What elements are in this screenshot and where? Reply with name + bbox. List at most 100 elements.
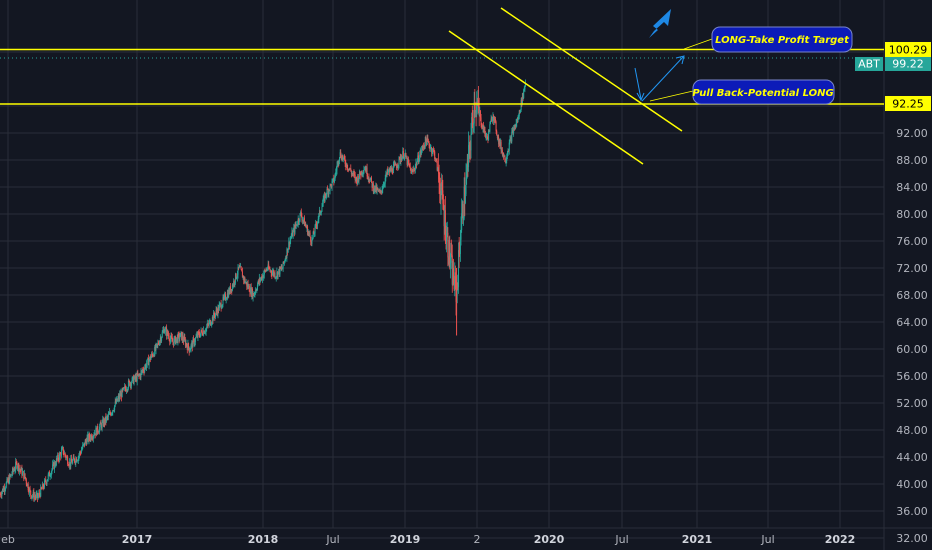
candle-body <box>44 480 46 481</box>
candle-body <box>251 288 253 296</box>
channel-lower-line[interactable] <box>448 30 644 165</box>
candle-body <box>250 287 252 294</box>
candle-body <box>169 338 171 342</box>
candle-body <box>355 177 357 180</box>
candle-body <box>432 149 434 151</box>
level-label-lower-text: 92.25 <box>892 98 924 111</box>
take-profit-callout[interactable]: LONG-Take Profit Target <box>711 26 853 53</box>
candle-body <box>508 142 510 152</box>
candle-body <box>465 177 467 194</box>
candle-body <box>250 287 252 296</box>
candle-body <box>35 494 37 498</box>
candle-body <box>26 483 28 487</box>
candle-body <box>496 131 498 135</box>
candle-body <box>73 456 75 459</box>
candle-body <box>420 150 422 154</box>
candle-body <box>183 337 185 342</box>
candle-body <box>339 157 341 161</box>
candle-body <box>228 289 230 294</box>
candle-body <box>32 495 34 497</box>
candle-body <box>283 261 285 264</box>
candle-body <box>481 125 483 128</box>
candle-body <box>129 381 131 386</box>
candle-body <box>430 147 432 149</box>
candle-body <box>235 273 237 279</box>
candle-body <box>457 286 459 288</box>
candle-body <box>495 121 497 132</box>
symbol-price: 99.22 <box>892 58 924 71</box>
candle-body <box>298 220 300 222</box>
candle-body <box>315 223 317 225</box>
candle-body <box>220 303 222 309</box>
candle-body <box>416 162 418 165</box>
candle-body <box>277 271 279 277</box>
candle-body <box>407 159 409 165</box>
candle-body <box>370 177 372 182</box>
candle-body <box>190 344 192 349</box>
candle-body <box>218 306 220 311</box>
candle-body <box>486 135 488 139</box>
candle-body <box>427 137 429 141</box>
candle-body <box>241 271 243 278</box>
candle-body <box>162 330 164 333</box>
candle-body <box>382 188 384 190</box>
candle-body <box>346 163 348 169</box>
candle-body <box>76 460 78 462</box>
candle-body <box>276 271 278 277</box>
candle-body <box>482 125 484 129</box>
candle-body <box>291 231 293 237</box>
candle-body <box>174 336 176 344</box>
candle-body <box>424 137 426 147</box>
candle-body <box>492 115 494 119</box>
candle-body <box>317 221 319 226</box>
candle-body <box>48 471 50 477</box>
candle-body <box>256 285 258 290</box>
candle-body <box>472 118 474 125</box>
time-axis[interactable]: eb 2017 2018 Jul 2019 2 2020 Jul 2021 Jul 2022 <box>1 533 855 546</box>
callout-connector-bottom <box>649 90 694 102</box>
candle-body <box>498 136 500 145</box>
candle-body <box>362 172 364 174</box>
candle-body <box>225 294 227 300</box>
candle-body <box>63 453 65 455</box>
candle-body <box>510 137 512 142</box>
candle-body <box>394 163 396 165</box>
candle-body <box>204 331 206 333</box>
candle-body <box>320 212 322 214</box>
candle-body <box>246 283 248 287</box>
candle-body <box>370 177 372 180</box>
candle-body <box>312 237 314 239</box>
candle-body <box>124 386 126 389</box>
candle-body <box>504 155 506 162</box>
candle-body <box>292 230 294 237</box>
candle-body <box>458 250 460 254</box>
candle-body <box>38 492 40 496</box>
candle-body <box>185 343 187 346</box>
candle-body <box>37 493 39 499</box>
candle-body <box>426 137 428 145</box>
candle-body <box>48 471 50 475</box>
candle-body <box>476 104 478 113</box>
channel-upper-line[interactable] <box>500 7 683 132</box>
candle-body <box>442 190 444 204</box>
candle-body <box>452 267 454 285</box>
candle-body <box>297 224 299 226</box>
candle-body <box>372 183 374 192</box>
candle-body <box>177 333 179 343</box>
candle-body <box>219 303 221 306</box>
candle-body <box>404 154 406 158</box>
candle-body <box>500 142 502 151</box>
candle-body <box>379 190 381 192</box>
candle-body <box>139 374 141 378</box>
candle-body <box>498 139 500 145</box>
candle-body <box>427 140 429 142</box>
candle-body <box>54 462 56 466</box>
candle-body <box>267 264 269 270</box>
candle-body <box>429 147 431 149</box>
candle-body <box>115 401 117 404</box>
pull-back-callout[interactable]: Pull Back-Potential LONG <box>692 79 835 105</box>
candle-body <box>65 456 67 458</box>
candle-body <box>18 468 20 472</box>
candle-body <box>310 236 312 242</box>
